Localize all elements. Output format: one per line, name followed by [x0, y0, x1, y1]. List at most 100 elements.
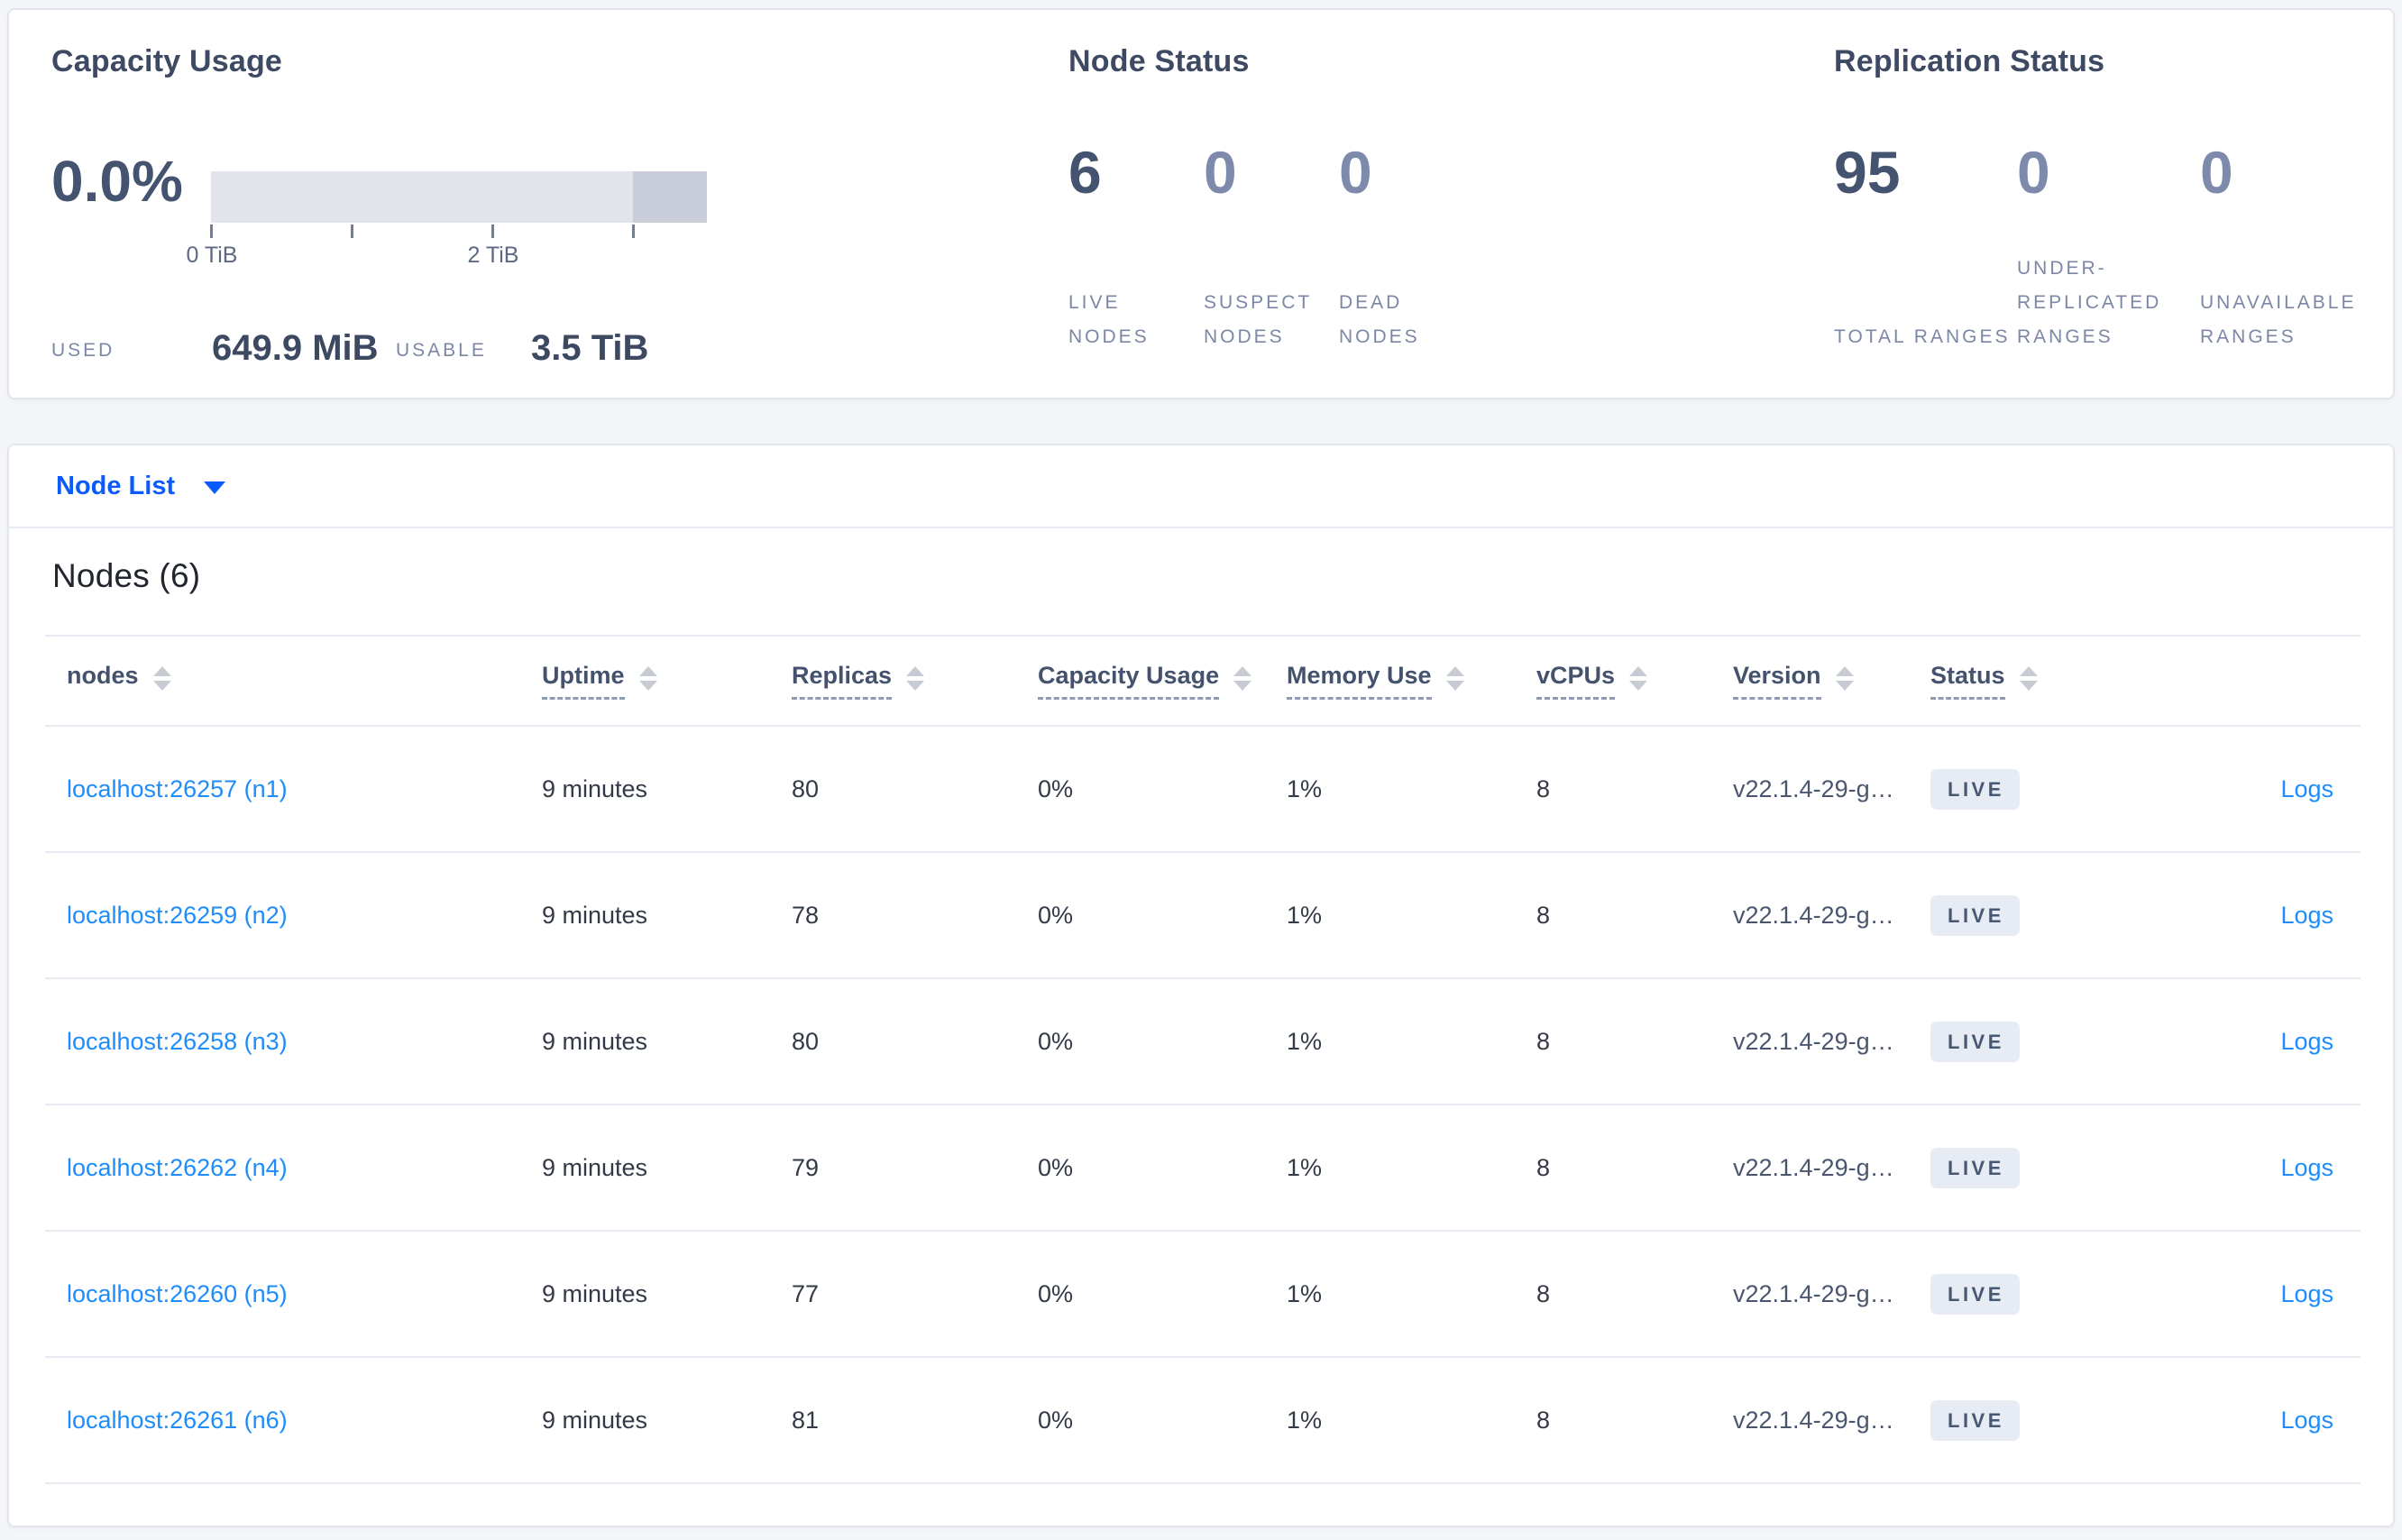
replication-numbers: 95 0 0 — [1834, 134, 2383, 210]
replication-status-section: Replication Status 95 0 0 TOTAL RANGES U… — [1834, 10, 2393, 398]
status-badge: LIVE — [1930, 1399, 2020, 1441]
version-cell: v22.1.4-29-g… — [1733, 1153, 1894, 1181]
gauge-tick — [210, 225, 213, 238]
live-nodes-label: LIVE NODES — [1068, 292, 1150, 347]
sort-icon — [2019, 665, 2038, 691]
table-row: localhost:26257 (n1) 9 minutes 80 0% 1% … — [45, 726, 2361, 852]
total-ranges-label: TOTAL RANGES — [1834, 326, 2011, 347]
replicas-cell: 78 — [792, 901, 820, 929]
replicas-cell: 81 — [792, 1406, 820, 1434]
node-link[interactable]: localhost:26261 (n6) — [67, 1406, 288, 1434]
gauge-tick — [351, 225, 353, 238]
column-header-version[interactable]: Version — [1733, 636, 1930, 726]
uptime-cell: 9 minutes — [542, 901, 648, 929]
sort-icon — [1629, 665, 1648, 691]
node-link[interactable]: localhost:26260 (n5) — [67, 1279, 288, 1307]
under-replicated-ranges-count: 0 — [2017, 139, 2050, 206]
vcpus-cell: 8 — [1536, 1406, 1551, 1434]
sort-icon — [1233, 665, 1252, 691]
memory-cell: 1% — [1287, 1279, 1323, 1307]
logs-link[interactable]: Logs — [2280, 1153, 2333, 1181]
vcpus-cell: 8 — [1536, 1027, 1551, 1055]
vcpus-cell: 8 — [1536, 775, 1551, 802]
uptime-cell: 9 minutes — [542, 1027, 648, 1055]
version-cell: v22.1.4-29-g… — [1733, 775, 1894, 802]
column-header-logs — [2165, 636, 2361, 726]
node-status-title: Node Status — [1068, 44, 1250, 78]
column-header-replicas[interactable]: Replicas — [792, 636, 1038, 726]
logs-link[interactable]: Logs — [2280, 1406, 2333, 1434]
status-badge: LIVE — [1930, 768, 2020, 810]
logs-link[interactable]: Logs — [2280, 901, 2333, 929]
capacity-usage-section: Capacity Usage 0.0% 0 TiB 2 TiB USED 649… — [51, 10, 773, 398]
capacity-cell: 0% — [1038, 1153, 1074, 1181]
memory-cell: 1% — [1287, 1406, 1323, 1434]
logs-link[interactable]: Logs — [2280, 1279, 2333, 1307]
version-cell: v22.1.4-29-g… — [1733, 1027, 1894, 1055]
node-link[interactable]: localhost:26257 (n1) — [67, 775, 288, 802]
gauge-tick — [491, 225, 494, 238]
capacity-used-usable-row: USED 649.9 MiB USABLE 3.5 TiB — [51, 316, 737, 371]
column-header-nodes[interactable]: nodes — [45, 636, 542, 726]
memory-cell: 1% — [1287, 1153, 1323, 1181]
node-status-labels: LIVE NODES SUSPECT NODES DEAD NODES — [1068, 280, 1474, 354]
replication-labels: TOTAL RANGES UNDER-REPLICATED RANGES UNA… — [1834, 258, 2383, 354]
node-status-numbers: 6 0 0 — [1068, 134, 1474, 210]
suspect-nodes-count: 0 — [1204, 139, 1237, 206]
unavailable-ranges-count: 0 — [2200, 139, 2233, 206]
node-list-card: Node List Nodes (6) nodes — [7, 444, 2395, 1527]
column-header-memory-use[interactable]: Memory Use — [1287, 636, 1536, 726]
capacity-usage-title: Capacity Usage — [51, 44, 283, 78]
column-header-status[interactable]: Status — [1930, 636, 2165, 726]
node-list-dropdown[interactable]: Node List — [56, 471, 226, 501]
memory-cell: 1% — [1287, 901, 1323, 929]
memory-cell: 1% — [1287, 1027, 1323, 1055]
capacity-used-percent: 0.0% — [51, 149, 183, 214]
capacity-cell: 0% — [1038, 1027, 1074, 1055]
replicas-cell: 80 — [792, 775, 820, 802]
column-header-vcpus[interactable]: vCPUs — [1536, 636, 1733, 726]
node-link[interactable]: localhost:26262 (n4) — [67, 1153, 288, 1181]
node-link[interactable]: localhost:26258 (n3) — [67, 1027, 288, 1055]
cluster-summary-card: Capacity Usage 0.0% 0 TiB 2 TiB USED 649… — [7, 8, 2395, 399]
unavailable-ranges-label: UNAVAILABLE RANGES — [2200, 292, 2357, 347]
logs-link[interactable]: Logs — [2280, 775, 2333, 802]
sort-icon — [152, 665, 171, 691]
column-header-capacity-usage[interactable]: Capacity Usage — [1038, 636, 1287, 726]
status-badge: LIVE — [1930, 1021, 2020, 1062]
status-badge: LIVE — [1930, 1273, 2020, 1315]
capacity-cell: 0% — [1038, 1406, 1074, 1434]
version-cell: v22.1.4-29-g… — [1733, 901, 1894, 929]
node-list-bar: Node List — [9, 445, 2393, 528]
capacity-cell: 0% — [1038, 1279, 1074, 1307]
vcpus-cell: 8 — [1536, 901, 1551, 929]
sort-icon — [638, 665, 657, 691]
capacity-gauge-bar — [211, 171, 707, 223]
chevron-down-icon — [204, 481, 226, 494]
sort-icon — [1835, 665, 1854, 691]
under-replicated-ranges-label: UNDER-REPLICATED RANGES — [2017, 258, 2162, 347]
column-header-uptime[interactable]: Uptime — [542, 636, 792, 726]
used-label: USED — [51, 340, 115, 361]
memory-cell: 1% — [1287, 775, 1323, 802]
version-cell: v22.1.4-29-g… — [1733, 1279, 1894, 1307]
table-header-row: nodes Uptime Replicas — [45, 636, 2361, 726]
table-row: localhost:26259 (n2) 9 minutes 78 0% 1% … — [45, 852, 2361, 978]
total-ranges-count: 95 — [1834, 139, 1901, 206]
sort-icon — [906, 665, 925, 691]
suspect-nodes-label: SUSPECT NODES — [1204, 292, 1312, 347]
nodes-table: nodes Uptime Replicas — [45, 635, 2361, 1484]
uptime-cell: 9 minutes — [542, 775, 648, 802]
logs-link[interactable]: Logs — [2280, 1027, 2333, 1055]
node-link[interactable]: localhost:26259 (n2) — [67, 901, 288, 929]
replicas-cell: 77 — [792, 1279, 820, 1307]
live-nodes-count: 6 — [1068, 139, 1102, 206]
uptime-cell: 9 minutes — [542, 1406, 648, 1434]
vcpus-cell: 8 — [1536, 1279, 1551, 1307]
node-list-dropdown-label: Node List — [56, 471, 176, 500]
node-status-section: Node Status 6 0 0 LIVE NODES SUSPECT NOD… — [1068, 10, 1700, 398]
table-row: localhost:26260 (n5) 9 minutes 77 0% 1% … — [45, 1231, 2361, 1357]
version-cell: v22.1.4-29-g… — [1733, 1406, 1894, 1434]
table-row: localhost:26261 (n6) 9 minutes 81 0% 1% … — [45, 1357, 2361, 1483]
uptime-cell: 9 minutes — [542, 1279, 648, 1307]
